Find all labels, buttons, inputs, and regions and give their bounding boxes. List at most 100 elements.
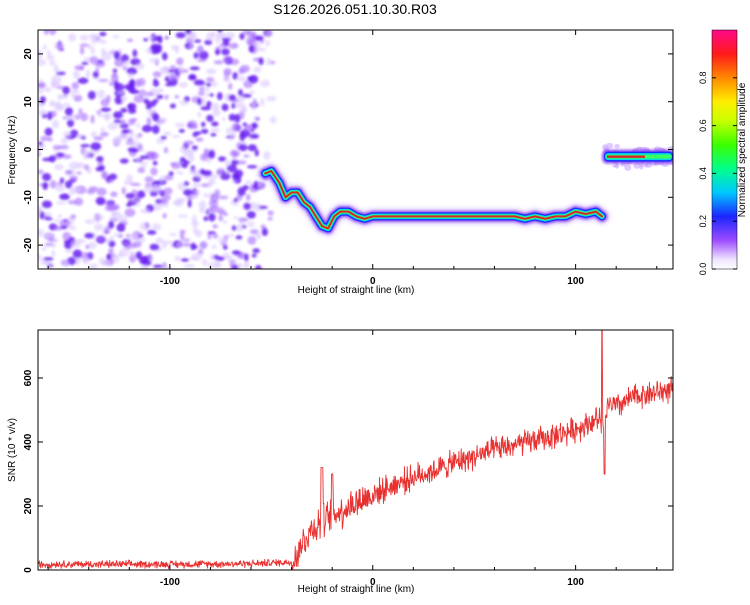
noise-blob	[99, 39, 107, 45]
noise-blob	[110, 191, 118, 198]
noise-blob	[238, 144, 248, 152]
noise-blob	[73, 185, 81, 194]
noise-blob	[216, 256, 225, 261]
noise-blob	[66, 118, 75, 128]
noise-blob	[238, 88, 243, 97]
noise-blob	[128, 129, 134, 137]
noise-blob	[203, 216, 209, 222]
noise-blob	[214, 263, 223, 268]
noise-blob	[265, 39, 270, 47]
noise-blobs	[38, 30, 277, 269]
noise-blob	[93, 223, 104, 231]
snr-ylabel: SNR (10 * v/v)	[7, 418, 18, 482]
y-tick-label: 0	[23, 567, 34, 573]
noise-blob	[50, 110, 57, 118]
noise-blob	[161, 52, 168, 61]
noise-blob	[186, 120, 197, 130]
noise-blob	[231, 122, 240, 132]
noise-blob	[239, 64, 250, 73]
noise-blob	[140, 164, 147, 168]
noise-blob	[43, 30, 49, 35]
y-tick-label: -10	[23, 190, 34, 205]
noise-blob	[169, 103, 176, 109]
noise-blob	[183, 189, 193, 196]
noise-blob	[114, 95, 122, 105]
noise-blob	[211, 102, 220, 111]
noise-blob	[189, 66, 200, 71]
noise-blob	[127, 233, 138, 242]
noise-blob	[198, 200, 207, 210]
colorbar-tick-label: 0.6	[698, 119, 708, 132]
noise-blob	[193, 52, 199, 59]
noise-blob	[90, 35, 99, 45]
noise-blob	[235, 224, 244, 232]
noise-blob	[96, 187, 107, 196]
noise-blob	[97, 112, 103, 118]
noise-blob	[44, 86, 52, 93]
noise-blob	[162, 213, 167, 219]
noise-blob	[68, 33, 77, 42]
noise-blob	[84, 232, 95, 239]
segment-noise	[624, 164, 632, 171]
noise-blob	[119, 158, 129, 164]
noise-blob	[254, 202, 263, 212]
noise-blob	[249, 229, 259, 235]
noise-blob	[42, 157, 53, 162]
noise-blob	[76, 171, 82, 175]
noise-blob	[138, 133, 143, 138]
noise-blob	[156, 189, 163, 194]
noise-blob	[223, 244, 228, 250]
noise-blob	[55, 201, 67, 205]
noise-blob	[48, 60, 56, 66]
noise-blob	[52, 144, 61, 151]
noise-blob	[106, 253, 112, 260]
noise-blob	[269, 116, 277, 124]
noise-blob	[62, 131, 73, 138]
noise-blob	[112, 137, 121, 145]
noise-blob	[122, 66, 127, 71]
noise-blob	[245, 193, 251, 201]
noise-blob	[126, 203, 132, 207]
snr-frame	[37, 329, 674, 571]
noise-blob	[155, 237, 164, 245]
noise-blob	[126, 38, 134, 43]
colorbar-tick-label: 0.4	[698, 167, 708, 180]
noise-blob	[95, 196, 106, 206]
noise-blob	[258, 57, 264, 66]
noise-blob	[209, 205, 221, 213]
noise-blob	[185, 30, 192, 35]
noise-blob	[38, 109, 49, 116]
noise-blob	[261, 227, 268, 237]
noise-blob	[244, 180, 252, 185]
noise-blob	[68, 225, 77, 230]
noise-blob	[79, 46, 85, 55]
noise-blob	[179, 231, 185, 241]
noise-blob	[248, 45, 255, 53]
noise-blob	[63, 102, 71, 108]
noise-blob	[201, 183, 210, 188]
ridge	[257, 163, 610, 237]
noise-blob	[117, 215, 128, 223]
noise-blob	[38, 82, 47, 89]
noise-blob	[144, 222, 150, 229]
noise-blob	[140, 208, 151, 214]
noise-blob	[218, 236, 228, 245]
noise-blob	[38, 49, 44, 59]
noise-blob	[179, 99, 189, 106]
noise-blob	[243, 154, 250, 158]
noise-blob	[70, 240, 81, 248]
noise-blob	[195, 137, 204, 142]
noise-blob	[62, 86, 71, 95]
noise-blob	[175, 170, 184, 175]
noise-blob	[71, 82, 79, 90]
colorbar-label: Normalized spectral amplitude	[737, 82, 748, 217]
noise-blob	[158, 117, 168, 123]
noise-blob	[192, 182, 202, 188]
noise-blob	[173, 161, 185, 165]
noise-blob	[103, 113, 113, 117]
noise-blob	[158, 88, 164, 93]
noise-blob	[90, 114, 95, 124]
noise-blob	[217, 209, 227, 215]
noise-blob	[189, 42, 194, 50]
segment-noise	[633, 162, 641, 169]
